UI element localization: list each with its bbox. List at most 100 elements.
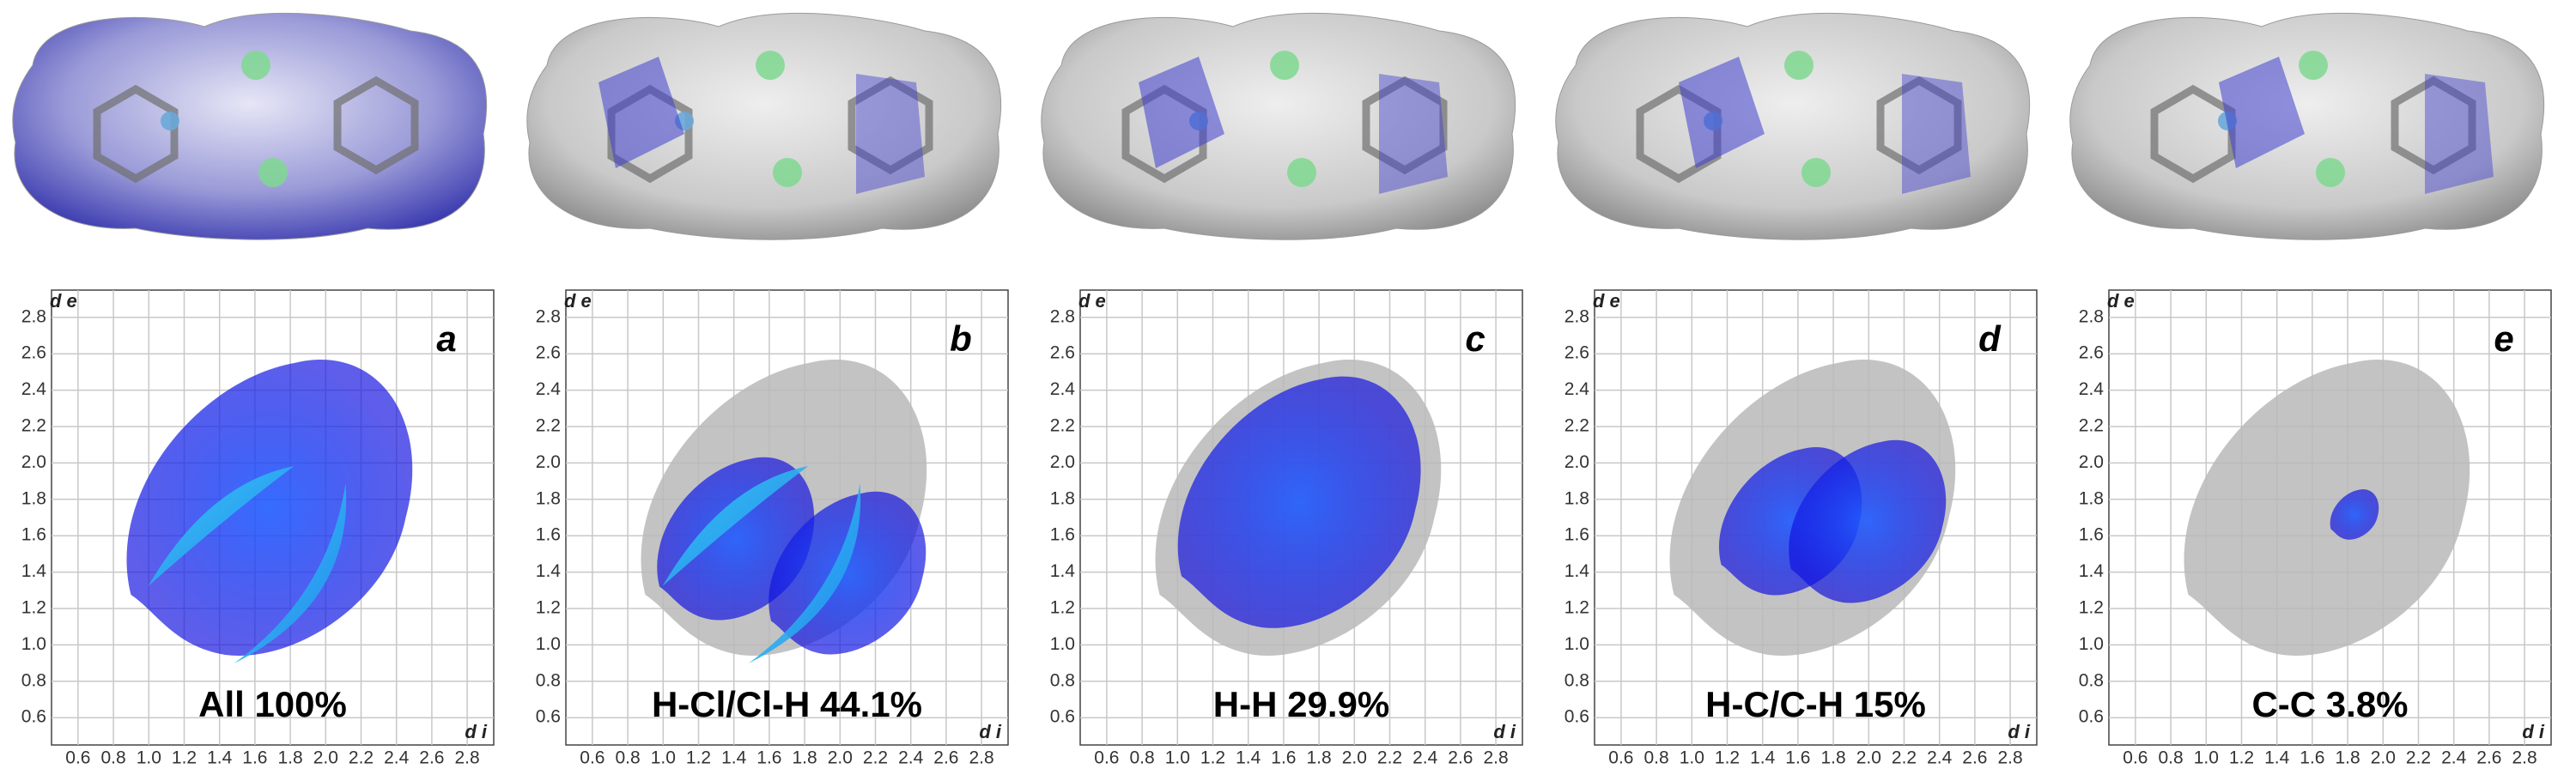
molecule-ring <box>2391 76 2476 175</box>
y-tick-label: 2.4 <box>1050 379 1076 399</box>
x-tick-label: 0.8 <box>1643 748 1668 768</box>
y-axis-label: d e <box>1593 290 1620 312</box>
x-tick-label: 1.6 <box>1271 748 1296 768</box>
y-axis-label: d e <box>2107 290 2135 312</box>
panel-letter: a <box>436 318 456 359</box>
x-tick-label: 1.4 <box>721 748 747 768</box>
x-tick-label: 1.8 <box>2335 748 2360 768</box>
chlorine-atom <box>773 158 802 187</box>
y-tick-label: 2.4 <box>2079 379 2105 399</box>
x-tick-label: 0.6 <box>1094 748 1119 768</box>
x-tick-label: 0.8 <box>615 748 640 768</box>
y-tick-label: 1.0 <box>1564 634 1589 654</box>
y-tick-label: 1.2 <box>536 598 561 618</box>
y-tick-label: 0.8 <box>1564 670 1589 690</box>
y-tick-label: 2.4 <box>1564 379 1590 399</box>
x-tick-label: 2.2 <box>863 748 888 768</box>
x-tick-label: 2.0 <box>313 748 338 768</box>
x-tick-label: 2.4 <box>898 748 924 768</box>
chlorine-atom <box>2316 158 2345 187</box>
x-tick-label: 1.8 <box>277 748 302 768</box>
molecule-ring <box>1876 76 1962 175</box>
y-tick-label: 2.6 <box>1050 343 1075 363</box>
chlorine-atom <box>1287 158 1316 187</box>
x-axis-label: d i <box>2008 721 2031 742</box>
panel-letter: b <box>950 318 972 359</box>
x-tick-label: 1.0 <box>2194 748 2219 768</box>
x-tick-label: 1.6 <box>1785 748 1810 768</box>
y-tick-label: 1.2 <box>21 598 46 618</box>
x-tick-label: 2.2 <box>1377 748 1402 768</box>
y-tick-label: 2.2 <box>21 416 46 436</box>
x-tick-label: 0.6 <box>65 748 90 768</box>
panel: 0.6 0.8 1.0 1.2 1.4 1.6 1.8 2.0 2.2 2.4 2.6 2.8 2.8 2… <box>1555 12 2038 768</box>
contact-label: H-Cl/Cl-H 44.1% <box>652 684 922 724</box>
x-tick-label: 1.8 <box>1306 748 1331 768</box>
y-tick-label: 1.4 <box>2079 561 2105 581</box>
y-tick-label: 1.2 <box>2079 598 2104 618</box>
y-tick-label: 1.0 <box>21 634 46 654</box>
y-tick-label: 2.8 <box>1050 306 1075 326</box>
x-tick-label: 2.4 <box>1927 748 1953 768</box>
molecule-ring <box>1362 76 1448 175</box>
contact-patch <box>856 74 925 194</box>
y-tick-label: 2.0 <box>21 452 46 472</box>
x-tick-label: 2.8 <box>969 748 993 768</box>
x-tick-label: 2.0 <box>1856 748 1881 768</box>
x-tick-label: 1.0 <box>651 748 676 768</box>
y-axis-label: d e <box>1078 290 1106 312</box>
contact-patch <box>1679 57 1765 168</box>
panel-letter: c <box>1465 318 1485 359</box>
y-tick-label: 2.2 <box>1564 416 1589 436</box>
y-tick-label: 1.6 <box>536 525 561 545</box>
panel-letter: e <box>2494 318 2513 359</box>
x-tick-label: 2.2 <box>1892 748 1917 768</box>
y-tick-label: 2.2 <box>1050 416 1075 436</box>
x-tick-label: 1.8 <box>792 748 817 768</box>
y-tick-label: 1.6 <box>1050 525 1075 545</box>
y-tick-label: 1.4 <box>1564 561 1590 581</box>
chlorine-atom <box>258 158 288 187</box>
y-tick-label: 0.8 <box>536 670 561 690</box>
contact-patch <box>2425 74 2494 194</box>
y-tick-label: 2.4 <box>21 379 47 399</box>
contact-label: H-H 29.9% <box>1213 684 1389 724</box>
chlorine-atom <box>241 51 270 80</box>
x-tick-label: 1.6 <box>2300 748 2324 768</box>
x-tick-label: 2.6 <box>1962 748 1987 768</box>
x-tick-label: 1.0 <box>1165 748 1190 768</box>
x-tick-label: 1.2 <box>1200 748 1225 768</box>
y-tick-label: 0.6 <box>1050 707 1075 727</box>
x-axis-label: d i <box>465 721 488 742</box>
x-tick-label: 0.8 <box>1129 748 1154 768</box>
x-tick-label: 1.4 <box>2264 748 2290 768</box>
contact-patch <box>1139 57 1224 168</box>
x-tick-label: 1.2 <box>1715 748 1740 768</box>
molecule-ring <box>333 76 419 175</box>
chlorine-atom <box>756 51 785 80</box>
y-tick-label: 2.6 <box>21 343 46 363</box>
x-tick-label: 0.6 <box>2123 748 2148 768</box>
x-tick-label: 1.4 <box>1750 748 1776 768</box>
point-cloud <box>1177 376 1421 628</box>
contact-label: All 100% <box>198 684 347 724</box>
x-tick-label: 2.6 <box>933 748 958 768</box>
cloud-streak <box>234 483 347 663</box>
y-tick-label: 2.6 <box>2079 343 2104 363</box>
point-cloud <box>1789 439 1947 603</box>
x-tick-label: 2.8 <box>2512 748 2537 768</box>
contact-label: H-C/C-H 15% <box>1705 684 1926 724</box>
contact-patch <box>598 57 684 168</box>
y-tick-label: 1.4 <box>1050 561 1076 581</box>
y-tick-label: 2.8 <box>21 306 46 326</box>
y-tick-label: 0.8 <box>21 670 46 690</box>
x-tick-label: 2.2 <box>349 748 374 768</box>
y-tick-label: 2.0 <box>2079 452 2104 472</box>
x-tick-label: 1.4 <box>1236 748 1261 768</box>
y-tick-label: 1.8 <box>1564 488 1589 508</box>
x-tick-label: 2.6 <box>2476 748 2501 768</box>
y-tick-label: 1.8 <box>1050 488 1075 508</box>
x-tick-label: 2.4 <box>1413 748 1438 768</box>
point-cloud <box>126 359 413 656</box>
